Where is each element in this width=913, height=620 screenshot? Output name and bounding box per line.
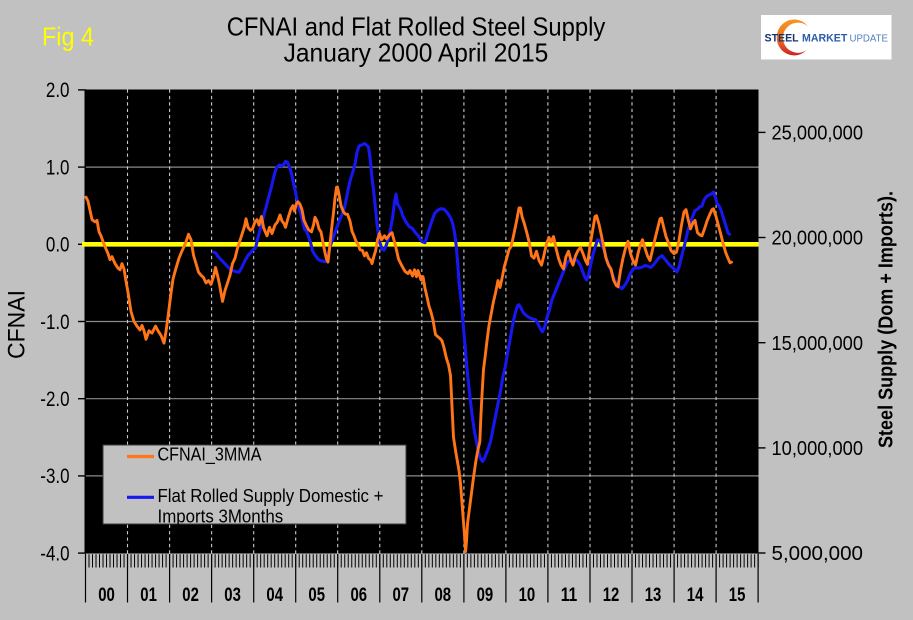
svg-text:5,000,000: 5,000,000 [772,542,864,565]
svg-text:07: 07 [393,584,410,606]
svg-text:-4.0: -4.0 [40,542,69,565]
svg-text:Steel Supply (Dom + Imports).: Steel Supply (Dom + Imports). [876,191,898,448]
svg-text:-3.0: -3.0 [40,465,69,488]
svg-text:2.0: 2.0 [46,79,70,102]
svg-text:15,000,000: 15,000,000 [772,332,864,355]
svg-text:05: 05 [308,584,325,606]
svg-text:02: 02 [182,584,199,606]
svg-text:-1.0: -1.0 [40,311,69,334]
svg-text:Imports 3Months: Imports 3Months [158,505,284,526]
svg-text:MARKET: MARKET [802,32,848,44]
svg-text:10,000,000: 10,000,000 [772,437,864,460]
svg-text:00: 00 [98,584,115,606]
svg-text:CFNAI_3MMA: CFNAI_3MMA [158,443,263,465]
svg-text:UPDATE: UPDATE [850,33,889,44]
svg-text:04: 04 [266,584,283,606]
svg-text:11: 11 [561,584,578,606]
svg-text:13: 13 [645,584,662,606]
svg-text:-2.0: -2.0 [40,388,69,411]
svg-text:STEEL: STEEL [765,32,800,44]
svg-text:06: 06 [351,584,368,606]
svg-text:03: 03 [224,584,241,606]
svg-text:January 2000 April 2015: January 2000 April 2015 [284,37,549,67]
svg-text:CFNAI and Flat Rolled Steel Su: CFNAI and Flat Rolled Steel Supply [227,12,606,42]
svg-text:08: 08 [435,584,452,606]
svg-text:20,000,000: 20,000,000 [772,227,864,250]
svg-text:15: 15 [729,584,746,606]
svg-text:10: 10 [519,584,536,606]
svg-text:CFNAI: CFNAI [4,290,31,359]
svg-text:1.0: 1.0 [46,156,70,179]
svg-text:14: 14 [687,584,704,606]
svg-text:0.0: 0.0 [46,234,70,257]
svg-text:Fig 4: Fig 4 [42,22,94,52]
svg-text:25,000,000: 25,000,000 [772,122,864,145]
svg-text:Flat Rolled Supply Domestic +: Flat Rolled Supply Domestic + [158,485,384,506]
svg-text:12: 12 [603,584,620,606]
svg-text:01: 01 [140,584,157,606]
svg-text:09: 09 [477,584,494,606]
